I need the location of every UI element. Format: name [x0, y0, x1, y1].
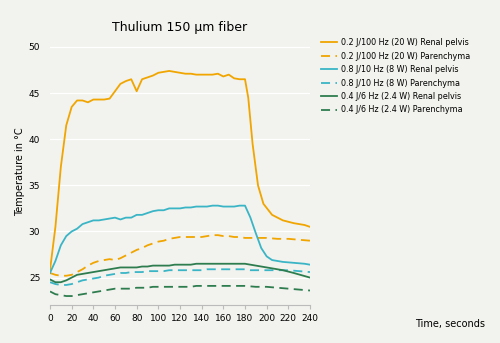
Y-axis label: Temperature in °C: Temperature in °C — [14, 127, 24, 216]
Legend: 0.2 J/100 Hz (20 W) Renal pelvis, 0.2 J/100 Hz (20 W) Parenchyma, 0.8 J/10 Hz (8: 0.2 J/100 Hz (20 W) Renal pelvis, 0.2 J/… — [318, 35, 474, 118]
Text: Time, seconds: Time, seconds — [415, 319, 485, 329]
Title: Thulium 150 μm fiber: Thulium 150 μm fiber — [112, 21, 248, 34]
